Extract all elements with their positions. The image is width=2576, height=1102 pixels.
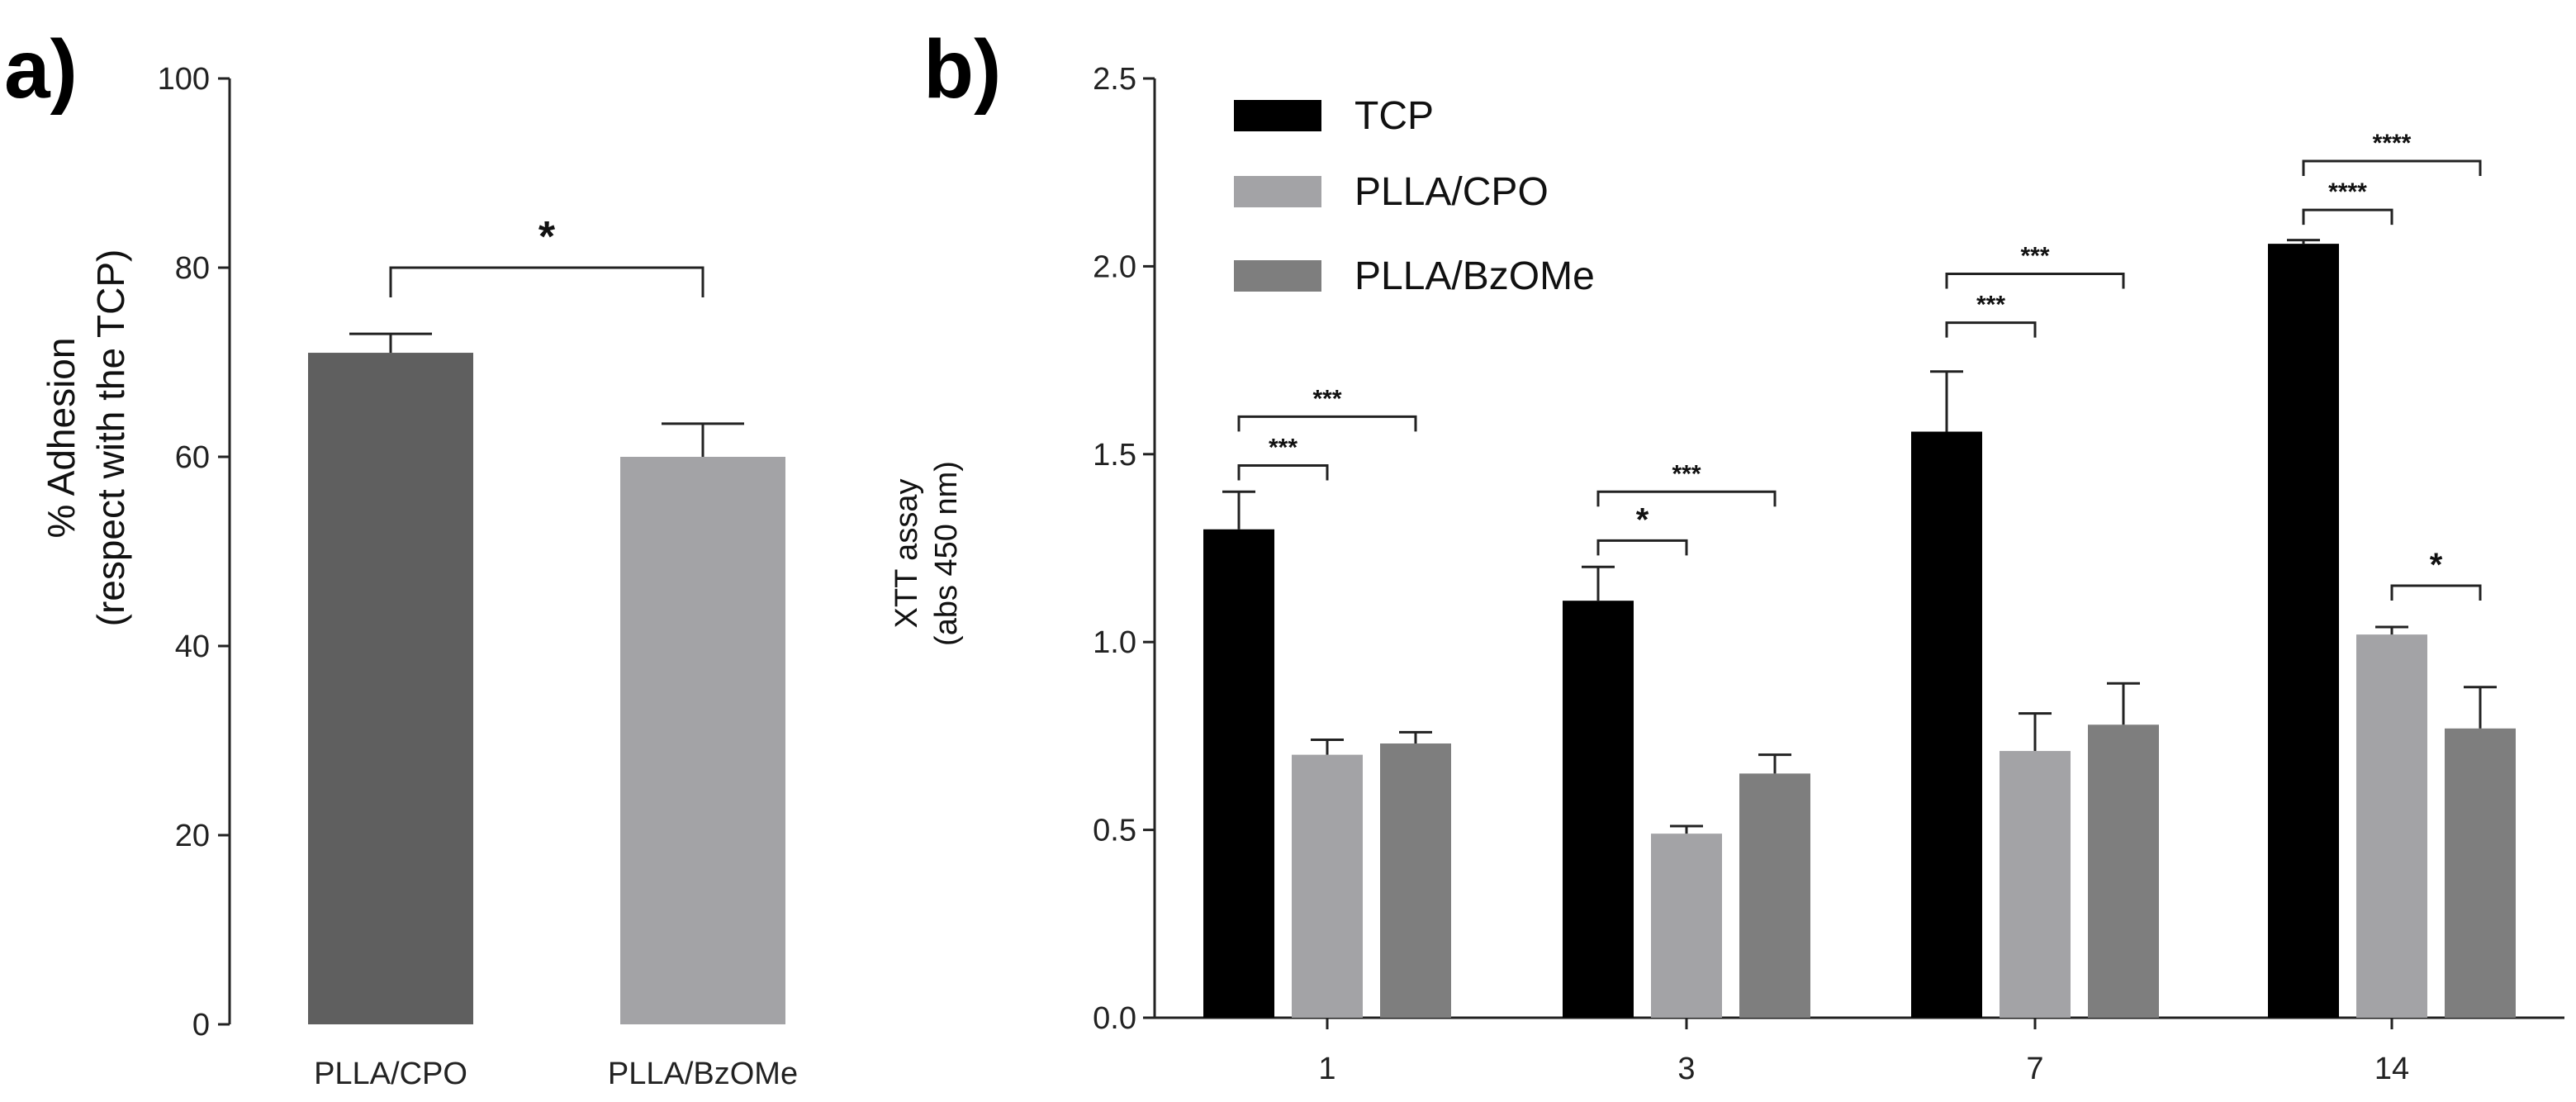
- panel-b-significance-label: *: [1636, 501, 1649, 538]
- panel-b-bar: [2445, 728, 2516, 1018]
- panel-b-ylabel-line2: (abs 450 nm): [929, 461, 964, 646]
- panel-a-x-tick-label: PLLA/BzOMe: [608, 1057, 798, 1091]
- panel-b-bar: [1911, 431, 1982, 1018]
- panel-b-significance-bracket: [2302, 208, 2393, 226]
- panel-b-significance-bracket: [2390, 584, 2482, 601]
- panel-b-significance-label: ***: [2020, 242, 2049, 269]
- panel-a-significance-bracket: [389, 266, 704, 297]
- panel-b-legend-swatch: [1234, 260, 1321, 292]
- panel-a-y-tick-label: 40: [175, 629, 210, 664]
- panel-b-significance-bracket: [1237, 463, 1329, 481]
- panel-b-y-tick-label: 0.0: [1093, 1001, 1136, 1036]
- panel-b-legend-label: PLLA/BzOMe: [1354, 254, 1595, 298]
- panel-b-label: b): [923, 23, 1001, 116]
- panel-b-legend-swatch: [1234, 176, 1321, 207]
- panel-b-x-tick-label: 7: [2026, 1052, 2043, 1086]
- panel-a-y-tick-label: 60: [175, 440, 210, 475]
- panel-b-significance-bracket: [1237, 415, 1417, 432]
- panel-b-bar: [2000, 751, 2071, 1018]
- panel-b-significance-bracket: [1596, 539, 1688, 556]
- panel-a-ylabel-line2: (respect with the TCP): [89, 249, 132, 627]
- panel-b-significance-label: ***: [1672, 460, 1701, 487]
- panel-b-significance-bracket: [2302, 159, 2482, 177]
- panel-b-bar: [1563, 601, 1634, 1018]
- panel-a-ylabel: % Adhesion: [40, 338, 83, 539]
- panel-b-x-tick-label: 1: [1318, 1052, 1335, 1086]
- panel-b-significance-label: ***: [1269, 434, 1297, 461]
- panel-b-bar: [2356, 634, 2427, 1018]
- panel-b-chart: b) XTT assay (abs 450 nm) 0.0 0.5 1.0 1.5 2.…: [890, 23, 2564, 1086]
- panel-a-bar: [620, 457, 785, 1024]
- panel-b-significance-bracket: [1945, 272, 2125, 289]
- panel-a-y-tick-label: 0: [192, 1008, 210, 1043]
- panel-b-bar: [1292, 754, 1363, 1018]
- panel-b-y-tick-label: 1.0: [1093, 625, 1136, 660]
- panel-b-legend-label: TCP: [1354, 94, 1434, 138]
- panel-b-significance-bracket: [1596, 490, 1777, 507]
- panel-a-x-tick-label: PLLA/CPO: [314, 1057, 467, 1091]
- panel-b-bar: [2088, 724, 2159, 1018]
- panel-b-bar: [1380, 743, 1451, 1018]
- panel-a-label: a): [4, 23, 78, 116]
- panel-a-bar: [308, 353, 473, 1024]
- panel-b-x-tick-label: 3: [1677, 1052, 1695, 1086]
- panel-a-significance-label: *: [538, 213, 556, 261]
- panel-b-significance-bracket: [1945, 321, 2037, 338]
- panel-b-y-tick-label: 2.0: [1093, 249, 1136, 284]
- panel-a-y-tick-label: 100: [158, 62, 210, 97]
- panel-b-bar: [1739, 773, 1810, 1018]
- panel-b-legend: TCP PLLA/CPO PLLA/BzOMe: [1234, 94, 1595, 298]
- panel-b-bar: [1651, 834, 1722, 1018]
- panel-b-significance-label: ****: [2373, 130, 2412, 157]
- panel-b-legend-swatch: [1234, 100, 1321, 131]
- panel-b-significance-label: ***: [1976, 292, 2005, 319]
- panel-a-y-tick-label: 20: [175, 819, 210, 853]
- panel-b-x-tick-label: 14: [2374, 1052, 2409, 1086]
- panel-a-y-tick-label: 80: [175, 251, 210, 286]
- panel-b-bar: [1203, 529, 1274, 1018]
- panel-b-y-tick-label: 2.5: [1093, 62, 1136, 97]
- panel-b-significance-label: ****: [2328, 178, 2367, 206]
- panel-b-legend-label: PLLA/CPO: [1354, 170, 1549, 214]
- panel-b-ylabel: XTT assay: [890, 479, 924, 629]
- panel-b-y-tick-label: 1.5: [1093, 438, 1136, 473]
- panel-b-significance-label: *: [2430, 547, 2443, 583]
- panel-a-chart: a) % Adhesion (respect with the TCP) 0 20…: [4, 23, 798, 1091]
- panel-b-significance-label: ***: [1312, 385, 1341, 412]
- panel-b-y-tick-label: 0.5: [1093, 814, 1136, 848]
- panel-b-bar: [2268, 244, 2339, 1018]
